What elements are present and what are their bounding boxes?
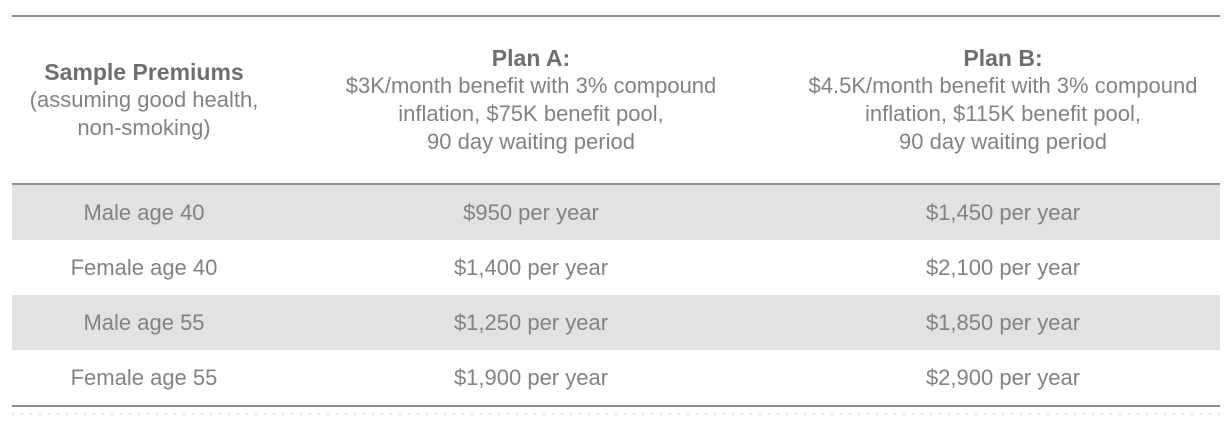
table-row: Male age 55 $1,250 per year $1,850 per y… [12, 295, 1220, 350]
row-label: Female age 40 [70, 254, 218, 280]
subtitle-line: $4.5K/month benefit with 3% compound [808, 73, 1198, 98]
subtitle-line: non-smoking) [77, 115, 211, 140]
table-row: Female age 40 $1,400 per year $2,100 per… [12, 240, 1220, 295]
plan-a-premium: $950 per year [463, 199, 599, 225]
column-title: Plan B: [963, 45, 1043, 71]
column-title: Sample Premiums [44, 59, 244, 85]
column-header-plan-b: Plan B: $4.5K/month benefit with 3% comp… [786, 15, 1220, 185]
plan-b-premium: $2,100 per year [925, 254, 1081, 280]
row-label: Female age 55 [12, 350, 276, 407]
row-label: Male age 40 [83, 199, 205, 225]
column-title: Plan A: [491, 45, 571, 71]
row-label: Male age 55 [83, 309, 205, 335]
column-subtitle: $4.5K/month benefit with 3% compound inf… [786, 72, 1220, 156]
plan-b-premium: $1,450 per year [925, 199, 1081, 225]
subtitle-line: $3K/month benefit with 3% compound [345, 73, 717, 98]
subtitle-line: inflation, $115K benefit pool, [864, 101, 1142, 126]
column-subtitle: (assuming good health, non-smoking) [12, 86, 276, 142]
subtitle-line: (assuming good health, [29, 87, 259, 112]
column-header-plan-a: Plan A: $3K/month benefit with 3% compou… [276, 15, 786, 185]
table-body: Male age 40 $950 per year $1,450 per yea… [12, 184, 1220, 407]
table-header: Sample Premiums (assuming good health, n… [12, 15, 1220, 185]
table-row: Female age 55 $1,900 per year $2,900 per… [12, 350, 1220, 407]
sample-premiums-table: Sample Premiums (assuming good health, n… [12, 15, 1220, 407]
subtitle-line: 90 day waiting period [427, 129, 635, 154]
plan-a-premium: $1,900 per year [276, 350, 786, 407]
plan-a-premium: $1,400 per year [453, 254, 609, 280]
plan-b-premium: $2,900 per year [786, 350, 1220, 407]
faint-dotted-rule [12, 413, 1220, 415]
column-header-sample-premiums: Sample Premiums (assuming good health, n… [12, 15, 276, 185]
column-subtitle: $3K/month benefit with 3% compound infla… [276, 72, 786, 156]
subtitle-line: inflation, $75K benefit pool, [398, 101, 664, 126]
plan-b-premium: $1,850 per year [925, 309, 1081, 335]
table-row: Male age 40 $950 per year $1,450 per yea… [12, 184, 1220, 240]
plan-a-premium: $1,250 per year [453, 309, 609, 335]
subtitle-line: 90 day waiting period [899, 129, 1107, 154]
header-row: Sample Premiums (assuming good health, n… [12, 15, 1220, 185]
